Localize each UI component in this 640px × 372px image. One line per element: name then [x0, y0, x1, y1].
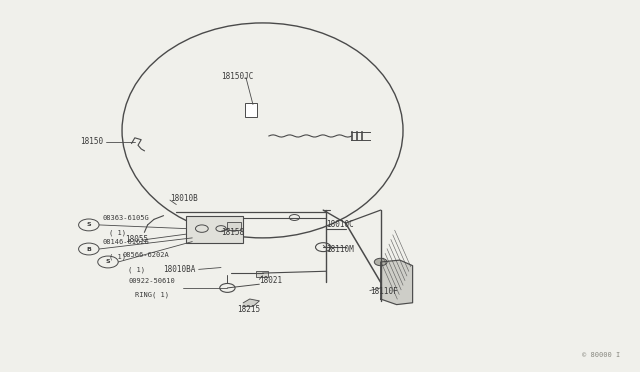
- Text: 18055: 18055: [125, 235, 148, 244]
- Text: 18215: 18215: [237, 305, 260, 314]
- Text: 00922-50610: 00922-50610: [129, 278, 175, 284]
- Circle shape: [374, 258, 387, 266]
- Bar: [256, 271, 268, 277]
- Text: ( 1): ( 1): [129, 266, 145, 273]
- Text: 18010BA: 18010BA: [164, 265, 196, 274]
- Polygon shape: [381, 260, 413, 305]
- Text: 08146-6162G: 08146-6162G: [103, 239, 150, 245]
- Text: RING( 1): RING( 1): [135, 292, 169, 298]
- Text: B: B: [86, 247, 92, 251]
- Text: ( 1): ( 1): [109, 253, 126, 260]
- Text: 18010B: 18010B: [170, 195, 198, 203]
- Text: S: S: [86, 222, 91, 227]
- Text: 18150JC: 18150JC: [221, 72, 253, 81]
- Text: 18010C: 18010C: [326, 221, 354, 230]
- Text: 18110M: 18110M: [326, 244, 354, 253]
- Polygon shape: [243, 299, 259, 307]
- Text: © 80000 I: © 80000 I: [582, 352, 620, 358]
- Text: S: S: [106, 260, 110, 264]
- Bar: [186, 216, 243, 243]
- Text: 18021: 18021: [259, 276, 282, 285]
- Text: 18110F: 18110F: [370, 287, 397, 296]
- Bar: [245, 103, 257, 118]
- Text: 18158: 18158: [221, 228, 244, 237]
- Text: ( 1): ( 1): [109, 230, 126, 236]
- Text: 08566-6202A: 08566-6202A: [122, 252, 169, 258]
- Bar: [227, 222, 241, 231]
- Text: 18150: 18150: [81, 137, 104, 146]
- Text: 08363-6105G: 08363-6105G: [103, 215, 150, 221]
